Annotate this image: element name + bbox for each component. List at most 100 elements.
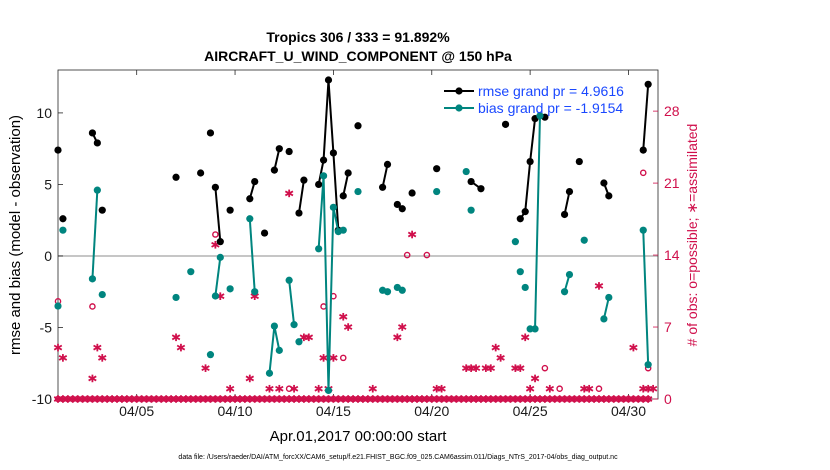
bias-point: [226, 285, 234, 293]
x-tick-label: 04/15: [316, 403, 351, 419]
rmse-point: [59, 215, 67, 223]
obs-assimilated-marker: [329, 354, 338, 362]
obs-assimilated-marker: [496, 354, 505, 362]
rmse-point: [560, 210, 569, 219]
obs-assimilated-marker: [275, 384, 284, 393]
obs-possible-marker: [320, 303, 327, 310]
obs-assimilated-marker: [265, 384, 274, 393]
rmse-point: [433, 165, 441, 173]
obs-assimilated-marker: [584, 384, 594, 393]
rmse-line: [642, 84, 650, 151]
bias-point: [639, 226, 647, 234]
bias-point: [329, 203, 338, 211]
rmse-line: [273, 148, 281, 171]
rmse-point: [300, 176, 308, 184]
bias-point: [467, 206, 475, 214]
bias-point: [295, 338, 303, 346]
rmse-point: [197, 169, 205, 177]
obs-assimilated-marker: [520, 333, 530, 342]
rmse-point: [260, 229, 269, 237]
obs-assimilated-marker: [98, 354, 107, 362]
rmse-point: [408, 189, 416, 197]
rmse-point: [251, 177, 259, 186]
rmse-point: [344, 169, 352, 177]
bias-point: [521, 283, 529, 292]
rmse-point: [339, 192, 347, 200]
bias-line: [214, 257, 222, 297]
rmse-point: [319, 156, 328, 164]
bias-point: [565, 270, 574, 279]
y-right-tick-label: 0: [664, 391, 672, 407]
bias-point: [172, 293, 180, 302]
y-tick-label: -5: [40, 319, 53, 335]
chart-subtitle: AIRCRAFT_U_WIND_COMPONENT @ 150 hPa: [204, 48, 512, 64]
y-tick-label: 0: [44, 248, 52, 264]
bias-point: [290, 321, 298, 329]
bias-point: [246, 215, 254, 223]
obs-assimilated-marker: [639, 384, 648, 393]
rmse-point: [246, 195, 254, 203]
bias-point: [339, 226, 347, 234]
bias-point: [93, 186, 101, 194]
bias-point: [59, 226, 67, 234]
bias-line: [288, 280, 296, 325]
chart-title: Tropics 306 / 333 = 91.892%: [266, 29, 450, 45]
x-tick-label: 04/25: [513, 403, 548, 419]
rmse-point: [639, 146, 647, 154]
y-axis-label: rmse and bias (model - observation): [7, 115, 24, 355]
obs-assimilated-marker: [525, 384, 535, 393]
bias-point: [88, 275, 97, 283]
y-right-tick-label: 7: [664, 319, 672, 335]
x-tick-label: 04/30: [611, 403, 646, 419]
x-tick-label: 04/10: [218, 403, 253, 419]
obs-assimilated-marker: [53, 343, 63, 352]
obs-assimilated-marker: [314, 384, 323, 393]
obs-assimilated-marker: [201, 364, 210, 372]
bias-point: [580, 236, 588, 244]
obs-assimilated-marker: [579, 384, 589, 393]
obs-assimilated-marker: [629, 343, 638, 352]
rmse-point: [54, 146, 62, 154]
bias-line: [602, 297, 610, 320]
bias-point: [354, 187, 362, 196]
rmse-point: [285, 147, 293, 156]
rmse-point: [88, 129, 97, 137]
obs-possible-marker: [556, 385, 563, 393]
obs-assimilated-marker: [58, 354, 68, 362]
obs-assimilated-marker: [648, 384, 658, 393]
rmse-point: [526, 157, 534, 166]
bias-point: [531, 325, 539, 333]
bias-point: [433, 187, 441, 196]
obs-assimilated-marker: [343, 323, 353, 331]
obs-possible-marker: [89, 303, 96, 310]
bias-point: [216, 253, 224, 261]
rmse-line: [381, 164, 389, 188]
bias-point: [265, 369, 274, 377]
bias-point: [526, 325, 534, 333]
legend-rmse-label: rmse grand pr = 4.9616: [478, 83, 624, 99]
obs-assimilated-marker: [171, 333, 181, 342]
rmse-point: [605, 192, 613, 200]
rmse-point: [172, 173, 180, 181]
obs-assimilated-marker: [516, 364, 525, 372]
bias-point: [211, 292, 219, 300]
rmse-point: [383, 160, 392, 169]
bias-point: [319, 172, 328, 180]
obs-assimilated-marker: [481, 364, 491, 372]
y-right-tick-label: 28: [664, 103, 680, 119]
bias-point: [251, 288, 259, 296]
obs-assimilated-marker: [304, 333, 314, 342]
rmse-point: [324, 76, 333, 84]
rmse-point: [378, 183, 387, 191]
rmse-line: [563, 191, 571, 215]
bias-point: [516, 268, 524, 276]
obs-assimilated-marker: [393, 333, 402, 342]
obs-possible-marker: [285, 385, 293, 393]
x-tick-label: 04/20: [414, 403, 449, 419]
bias-point: [270, 322, 278, 330]
obs-assimilated-marker: [491, 343, 500, 352]
bias-point: [275, 346, 283, 354]
bias-point: [187, 268, 195, 276]
bias-point: [600, 315, 608, 323]
bias-point: [605, 293, 613, 302]
